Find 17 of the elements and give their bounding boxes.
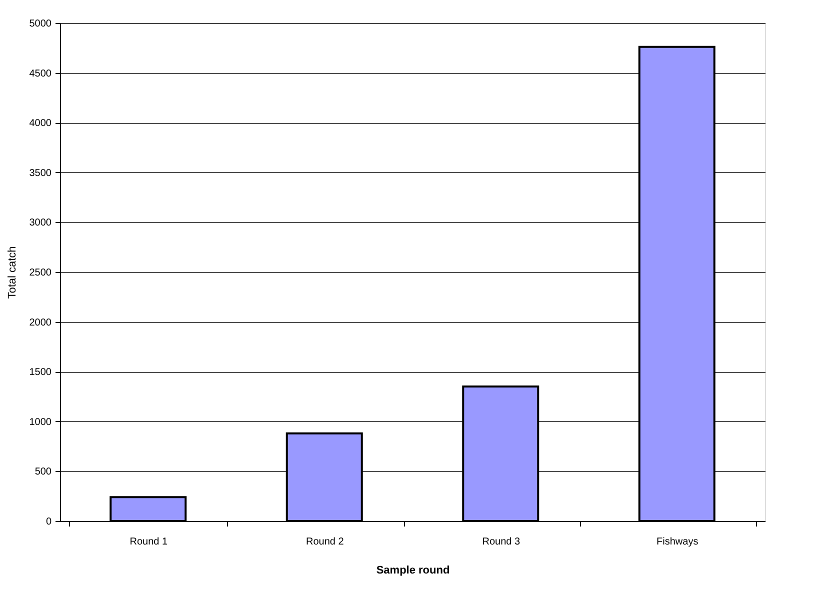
x-tick-label: Round 3 [482,536,520,548]
x-tick-label: Fishways [656,536,698,548]
x-axis-title: Sample round [376,564,450,576]
y-axis-title: Total catch [6,246,18,299]
y-tick-label: 1500 [29,367,52,378]
y-tick-label: 3500 [29,168,52,179]
y-tick-label: 4500 [29,68,52,80]
y-tick-label: 4000 [29,118,52,130]
y-tick-label: 2500 [29,268,52,278]
y-tick-label: 5000 [29,18,52,30]
x-tick-label: Round 1 [130,536,168,548]
y-tick-label: 0 [46,516,52,528]
y-tick-label: 2000 [29,317,52,328]
y-tick-label: 3000 [29,218,52,229]
y-tick-label: 500 [34,466,52,478]
x-tick-label: Round 2 [306,536,344,548]
y-tick-label: 1000 [29,416,52,428]
